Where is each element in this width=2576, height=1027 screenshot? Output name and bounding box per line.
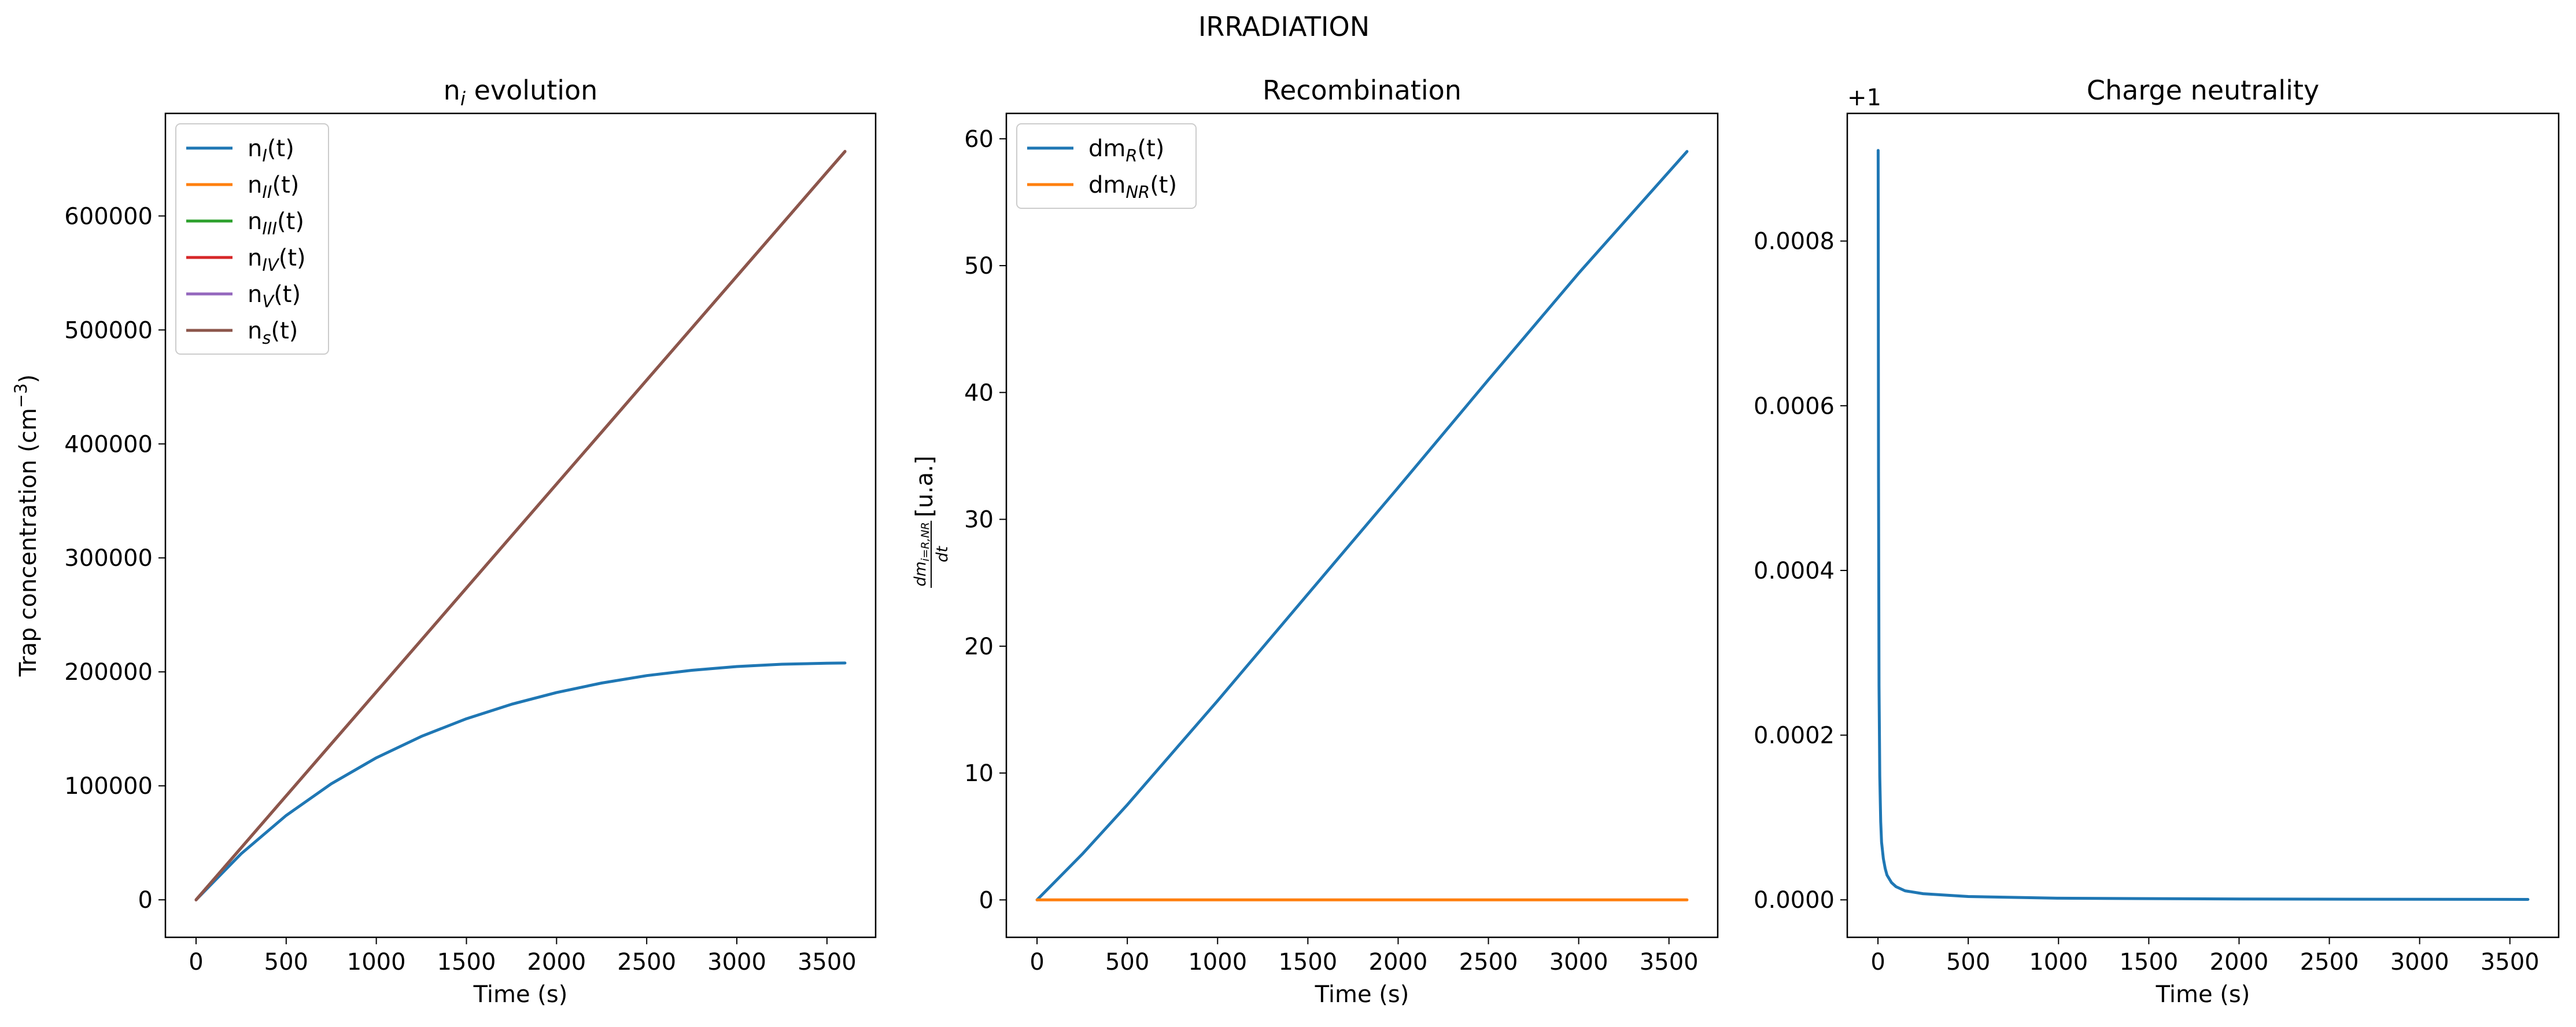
- x-tick-label: 500: [1105, 949, 1149, 976]
- legend: nI(t) nII(t) nIII(t) nIV(t) nV(t) ns(t): [175, 123, 329, 355]
- y-tick-label: 400000: [64, 431, 153, 458]
- series-line-dm-r: [1035, 150, 1689, 901]
- x-tick-label: 2500: [617, 949, 676, 976]
- x-tick-label: 3500: [1640, 949, 1699, 976]
- y-tick-label: 300000: [64, 545, 153, 572]
- y-tick-label: 40: [964, 380, 994, 406]
- x-tick-label: 2000: [527, 949, 586, 976]
- legend-entry: nII(t): [248, 172, 299, 202]
- y-axis-label: Trap concentration (cm−3): [11, 374, 42, 677]
- x-tick-label: 500: [1946, 949, 1990, 976]
- y-tick-label: 500000: [64, 317, 153, 344]
- y-tick-label: 0: [979, 887, 994, 914]
- y-tick-label: 0.0006: [1754, 393, 1835, 419]
- series-line-n-s: [194, 150, 847, 901]
- x-tick-label: 2500: [1459, 949, 1518, 976]
- x-tick-label: 2500: [2300, 949, 2359, 976]
- y-tick-label: 200000: [64, 659, 153, 686]
- panel-trap-evolution: 0 500 1000 1500 2000 2500 3000 3500 0 100000 20000…: [11, 75, 877, 1008]
- y-tick-label: 600000: [64, 203, 153, 230]
- x-tick-label: 500: [264, 949, 308, 976]
- x-tick-label: 1500: [1278, 949, 1337, 976]
- x-tick-label: 1000: [2029, 949, 2088, 976]
- x-axis-label: Time (s): [2156, 981, 2250, 1008]
- panel-title: ni evolution: [444, 75, 598, 110]
- axes-frame: [1005, 112, 1719, 938]
- y-offset-text: +1: [1847, 84, 1881, 111]
- x-tick-label: 1000: [1188, 949, 1247, 976]
- y-axis-label: dmi=R,NR dt [u.a.]: [911, 455, 951, 588]
- panel-title: Charge neutrality: [2087, 75, 2319, 106]
- legend-entry: nIII(t): [248, 208, 304, 238]
- y-tick-label: 0.0004: [1754, 558, 1835, 584]
- y-tick-label: 0.0002: [1754, 723, 1835, 749]
- legend-frame: [1016, 123, 1197, 209]
- panel-charge-neutrality: 0 500 1000 1500 2000 2500 3000 3500 0.0000 0.0002…: [1754, 75, 2560, 1008]
- svg-text:dmi=R,NR: dmi=R,NR: [911, 522, 932, 586]
- x-tick-label: 0: [1029, 949, 1044, 976]
- y-tick-label: 10: [964, 760, 994, 787]
- series-lines: [1035, 150, 1689, 901]
- legend-frame: [175, 123, 329, 355]
- y-tick-label: 0.0000: [1754, 887, 1835, 914]
- y-tick-label: 0: [138, 887, 153, 914]
- y-tick-label: 100000: [64, 773, 153, 800]
- series-lines: [194, 150, 847, 901]
- svg-text:dt: dt: [933, 546, 951, 562]
- x-tick-label: 1500: [437, 949, 496, 976]
- legend-entry: ns(t): [248, 318, 298, 348]
- x-tick-label: 1500: [2119, 949, 2178, 976]
- y-tick-label: 30: [964, 507, 994, 533]
- x-tick-label: 2000: [2210, 949, 2269, 976]
- x-tick-label: 0: [1870, 949, 1885, 976]
- x-tick-label: 3000: [2390, 949, 2449, 976]
- axes-frame: [164, 112, 877, 938]
- x-tick-label: 3500: [2481, 949, 2540, 976]
- y-tick-label: 50: [964, 253, 994, 279]
- svg-text:[u.a.]: [u.a.]: [911, 455, 938, 517]
- x-axis-label: Time (s): [473, 981, 568, 1008]
- series-line-0: [1876, 149, 2530, 901]
- x-tick-label: 2000: [1369, 949, 1428, 976]
- legend-entry: dmNR(t): [1088, 172, 1177, 202]
- legend-entry: nV(t): [248, 281, 301, 311]
- series-line-n-i: [194, 661, 847, 901]
- x-tick-label: 3000: [707, 949, 766, 976]
- figure-suptitle: IRRADIATION: [1198, 11, 1370, 42]
- x-tick-label: 3000: [1549, 949, 1608, 976]
- legend-entry: nIV(t): [248, 245, 306, 275]
- legend-entry: nI(t): [248, 135, 294, 165]
- y-tick-label: 60: [964, 126, 994, 153]
- legend: dmR(t) dmNR(t): [1016, 123, 1197, 209]
- x-axis-label: Time (s): [1315, 981, 1409, 1008]
- legend-entry: dmR(t): [1088, 135, 1164, 165]
- x-tick-label: 1000: [347, 949, 406, 976]
- x-tick-label: 3500: [798, 949, 857, 976]
- series-lines: [1876, 149, 2530, 901]
- axes-frame: [1846, 112, 2560, 938]
- y-tick-label: 20: [964, 634, 994, 660]
- panel-title: Recombination: [1263, 75, 1462, 106]
- y-tick-label: 0.0008: [1754, 229, 1835, 255]
- x-tick-label: 0: [189, 949, 203, 976]
- panel-recombination: 0 500 1000 1500 2000 2500 3000 3500 0 10 20 30 40 50 6…: [911, 75, 1719, 1008]
